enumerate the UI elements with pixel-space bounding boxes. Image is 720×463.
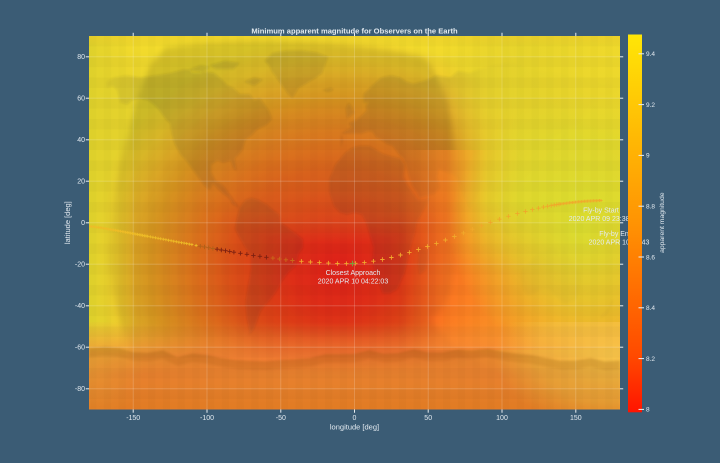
svg-text:9.4: 9.4	[646, 51, 655, 58]
svg-text:Fly-by Start: Fly-by Start	[583, 208, 619, 215]
svg-text:-150: -150	[126, 415, 140, 422]
svg-text:-80: -80	[75, 386, 85, 393]
svg-text:8.6: 8.6	[646, 254, 655, 261]
svg-text:8.4: 8.4	[646, 305, 655, 312]
svg-text:9.2: 9.2	[646, 102, 655, 109]
svg-text:2020 APR 10 05:43: 2020 APR 10 05:43	[589, 239, 650, 246]
svg-text:9: 9	[646, 153, 650, 160]
svg-text:0: 0	[81, 220, 85, 227]
svg-text:8.8: 8.8	[646, 204, 655, 211]
svg-text:20: 20	[77, 179, 85, 186]
svg-text:0: 0	[353, 415, 357, 422]
svg-text:latitude [deg]: latitude [deg]	[63, 201, 72, 244]
svg-text:2020 APR 09 23:38:52: 2020 APR 09 23:38:52	[569, 216, 640, 223]
svg-text:50: 50	[424, 415, 432, 422]
svg-text:-50: -50	[276, 415, 286, 422]
svg-text:-60: -60	[75, 345, 85, 352]
svg-text:-20: -20	[75, 262, 85, 269]
svg-text:100: 100	[496, 415, 508, 422]
svg-text:60: 60	[77, 96, 85, 103]
svg-text:Fly-by End: Fly-by End	[599, 231, 633, 238]
svg-text:80: 80	[77, 54, 85, 61]
svg-text:apparent magnitude: apparent magnitude	[659, 192, 666, 253]
svg-text:2020 APR 10 04:22:03: 2020 APR 10 04:22:03	[318, 278, 389, 285]
svg-text:150: 150	[570, 415, 582, 422]
svg-text:-40: -40	[75, 303, 85, 310]
svg-text:longitude [deg]: longitude [deg]	[330, 423, 379, 432]
svg-text:Minimum apparent magnitude for: Minimum apparent magnitude for Observers…	[251, 26, 458, 35]
svg-text:8: 8	[646, 407, 650, 414]
svg-text:40: 40	[77, 137, 85, 144]
svg-text:-100: -100	[200, 415, 214, 422]
svg-text:8.2: 8.2	[646, 356, 655, 363]
svg-text:Closest Approach: Closest Approach	[326, 270, 381, 277]
